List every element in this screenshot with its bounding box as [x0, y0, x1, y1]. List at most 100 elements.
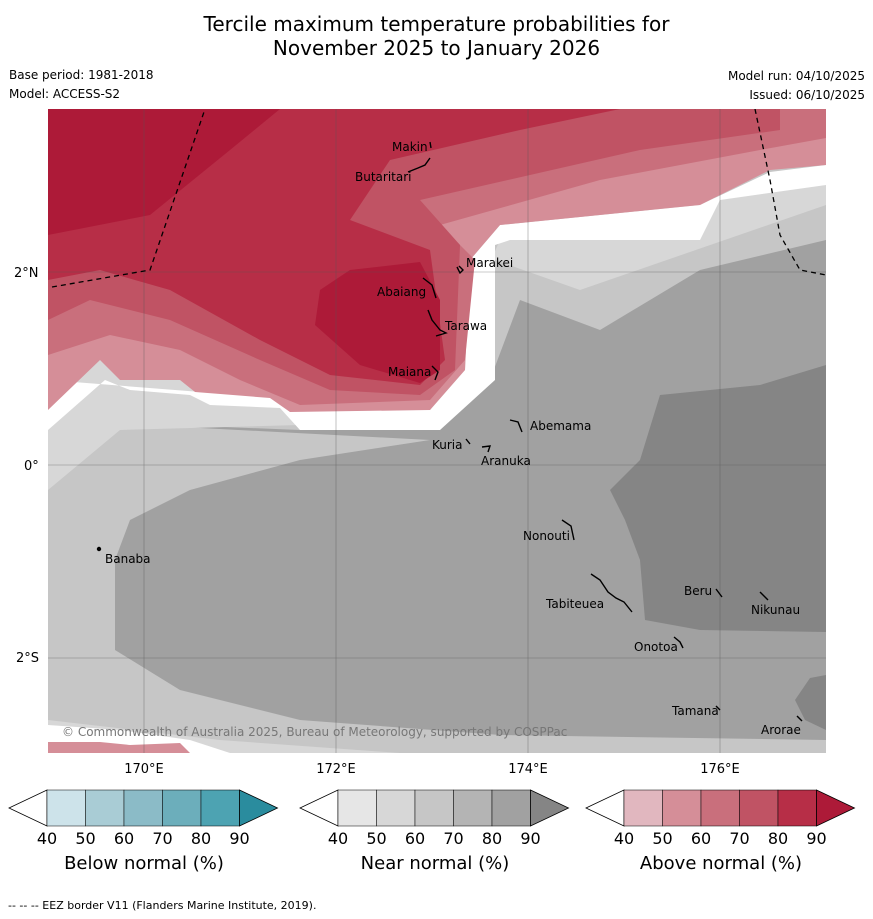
above-normal-90-region-tarawa: [315, 262, 440, 383]
colorbar-above-tick: 60: [691, 829, 711, 848]
colorbar-above-tick: 80: [768, 829, 788, 848]
colorbar-above-tick: 50: [652, 829, 672, 848]
gridlines: [48, 109, 826, 753]
colorbar-below-segment: [162, 789, 202, 827]
above-normal-90-region-north: [48, 109, 280, 235]
label-maiana: Maiana: [388, 365, 431, 379]
label-tabiteuea: Tabiteuea: [545, 597, 604, 611]
colorbar-above-segment: [739, 789, 779, 827]
colorbar-near-segment: [376, 789, 416, 827]
model-run: Model run: 04/10/2025: [727, 69, 865, 83]
latitude-labels: 2°N 0° 2°S: [14, 266, 39, 666]
label-tamana: Tamana: [671, 704, 719, 718]
eez-border: [51, 109, 826, 288]
colorbar-near-normal: 40 50 60 70 80 90: [299, 789, 570, 848]
colorbar-above-tick: 40: [614, 829, 634, 848]
label-kuria: Kuria: [432, 438, 463, 452]
near-normal-90-region: [610, 365, 826, 632]
model-name: Model: ACCESS-S2: [9, 87, 121, 101]
colorbar-above-segment: [662, 789, 702, 827]
colorbar-below-segment: [123, 789, 163, 827]
label-marakei: Marakei: [466, 256, 513, 270]
near-normal-50-region: [48, 180, 826, 490]
title-line-1: Tercile maximum temperature probabilitie…: [203, 12, 670, 36]
colorbar-below-tick: 60: [114, 829, 134, 848]
colorbar-below-segment: [46, 789, 86, 827]
colorbar-above-tick: 70: [729, 829, 749, 848]
colorbar-above-tick: 90: [806, 829, 826, 848]
sw-above-normal-strip: [48, 742, 190, 753]
colorbar-label-above: Above normal (%): [639, 853, 803, 874]
colorbar-label-below: Below normal (%): [64, 853, 224, 874]
label-onotoa: Onotoa: [634, 640, 678, 654]
label-nikunau: Nikunau: [751, 603, 800, 617]
colorbar-near-tick: 80: [482, 829, 502, 848]
island-abaiang: [422, 277, 437, 299]
colorbar-near-segment: [453, 789, 493, 827]
colorbar-below-segment: [85, 789, 125, 827]
colorbar-near-tick: 60: [405, 829, 425, 848]
colorbar-above-segment: [700, 789, 740, 827]
island-aranuka: [481, 445, 492, 453]
lat-label-2s: 2°S: [16, 651, 39, 666]
lon-label-176e: 176°E: [700, 762, 740, 777]
base-period: Base period: 1981-2018: [9, 68, 154, 82]
colorbar-above-segment: [777, 789, 817, 827]
lat-label-2n: 2°N: [14, 266, 39, 281]
island-nonouti: [561, 519, 575, 541]
longitude-labels: 170°E 172°E 174°E 176°E: [124, 762, 740, 777]
island-outlines: [96, 141, 803, 722]
colorbar-near-tick: 50: [366, 829, 386, 848]
lon-label-170e: 170°E: [124, 762, 164, 777]
colorbar-below-over-triangle: [239, 789, 279, 827]
map-title: Tercile maximum temperature probabilitie…: [0, 12, 873, 60]
island-tarawa: [427, 309, 448, 337]
island-kuria: [465, 438, 471, 445]
island-marakei: [456, 265, 464, 275]
colorbar-above-under-triangle: [585, 789, 625, 827]
colorbar-near-over-triangle: [530, 789, 570, 827]
colorbar-above-segment: [623, 789, 663, 827]
island-arorae: [796, 715, 803, 722]
copyright-notice: © Commonwealth of Australia 2025, Bureau…: [62, 725, 567, 739]
label-abemama: Abemama: [530, 419, 591, 433]
label-beru: Beru: [684, 584, 712, 598]
label-aranuka: Aranuka: [481, 454, 531, 468]
label-arorae: Arorae: [761, 723, 801, 737]
label-nonouti: Nonouti: [523, 529, 570, 543]
colorbar-below-tick: 90: [229, 829, 249, 848]
colorbar-below-tick: 50: [75, 829, 95, 848]
label-abaiang: Abaiang: [377, 285, 426, 299]
eez-footnote: -- -- -- EEZ border V11 (Flanders Marine…: [8, 899, 317, 912]
near-normal-90-corner: [795, 675, 826, 730]
map-plot-area: [48, 109, 826, 753]
island-abemama: [509, 419, 523, 433]
colorbar-below-tick: 70: [152, 829, 172, 848]
colorbar-near-under-triangle: [299, 789, 339, 827]
label-makin: Makin: [392, 140, 428, 154]
title-line-2: November 2025 to January 2026: [272, 36, 601, 60]
lat-label-0: 0°: [24, 459, 39, 474]
white-transition-band: [48, 165, 826, 430]
island-banaba: [96, 546, 102, 552]
colorbar-near-tick: 90: [520, 829, 540, 848]
label-tarawa: Tarawa: [444, 319, 487, 333]
place-labels: Makin Butaritari Marakei Abaiang Tarawa …: [105, 140, 801, 737]
colorbar-near-segment: [491, 789, 531, 827]
colorbar-near-segment: [414, 789, 454, 827]
near-normal-60-south: [48, 420, 826, 753]
colorbar-below-under-triangle: [8, 789, 48, 827]
lon-label-172e: 172°E: [316, 762, 356, 777]
island-onotoa: [673, 636, 684, 649]
island-beru: [715, 588, 723, 598]
colorbar-below-tick: 40: [37, 829, 57, 848]
colorbar-below-tick: 80: [191, 829, 211, 848]
colorbar-above-normal: 40 50 60 70 80 90: [585, 789, 856, 848]
label-banaba: Banaba: [105, 552, 151, 566]
issued-date: Issued: 06/10/2025: [749, 88, 865, 102]
island-butaritari: [407, 157, 431, 173]
island-makin: [429, 141, 432, 149]
island-maiana: [431, 365, 439, 381]
colorbar-below-segment: [200, 789, 240, 827]
label-butaritari: Butaritari: [355, 170, 412, 184]
